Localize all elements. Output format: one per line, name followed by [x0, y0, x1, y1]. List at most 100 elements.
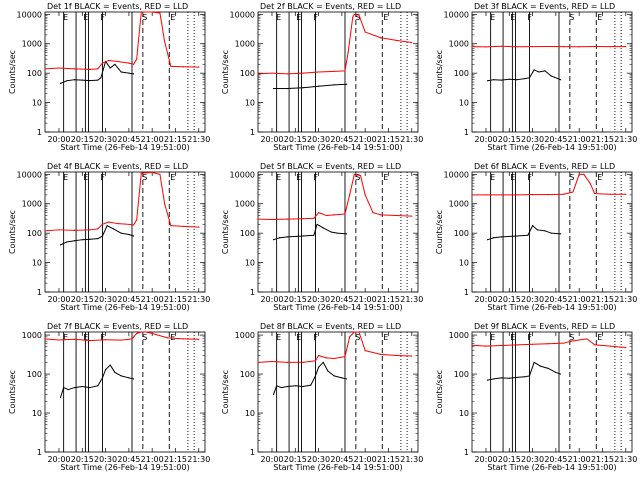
y-tick-label: 10000 [444, 170, 469, 179]
series-lld-segment [344, 194, 351, 215]
series-lld-segment [164, 41, 172, 67]
y-tick-label: 1000 [235, 200, 255, 209]
series-lld-segment [365, 31, 381, 39]
marker-label: F [313, 13, 318, 22]
y-tick-label: 1 [250, 448, 255, 457]
series-events-segment [310, 375, 316, 386]
y-tick-label: 1000 [449, 331, 469, 340]
plot-frame [257, 11, 419, 133]
series-lld-segment [572, 174, 580, 193]
y-axis-label: Counts/sec [221, 50, 230, 94]
panel-det-9: Det 9f BLACK = Events, RED = LLD 1 10 100 10… [435, 322, 637, 472]
marker-label: S [142, 173, 147, 182]
series-events-point [132, 235, 135, 237]
series-events-segment [113, 228, 122, 234]
series-lld-segment [271, 72, 288, 75]
series-lld-segment [396, 214, 412, 217]
marker-label: E [383, 13, 388, 22]
marker-label: E [383, 173, 388, 182]
series-events-segment [120, 375, 130, 379]
marker-label: E [490, 333, 495, 342]
series-lld-segment [136, 173, 142, 221]
marker-label: F [100, 13, 105, 22]
y-tick-label: 10 [32, 99, 42, 108]
marker-label: S [569, 333, 574, 342]
series-lld-segment [334, 213, 346, 216]
x-tick-label: 21:30 [187, 135, 210, 144]
series-events-segment [487, 79, 494, 82]
series-lld-segment [318, 212, 327, 216]
series-lld-segment [74, 338, 91, 342]
y-axis-label: Counts/sec [8, 370, 17, 414]
y-tick-label: 10 [459, 409, 469, 418]
series-lld-segment [131, 333, 138, 340]
series-events-segment [121, 232, 129, 236]
series-events-segment [100, 61, 107, 78]
y-axis-label: Counts/sec [221, 210, 230, 254]
series-events-segment [60, 241, 67, 246]
x-tick-label: 20:00 [260, 135, 283, 144]
y-tick-label: 1 [250, 288, 255, 297]
y-tick-label: 1000 [449, 40, 469, 49]
x-tick-label: 20:45 [117, 135, 140, 144]
series-lld-segment [117, 223, 129, 225]
y-tick-label: 10 [245, 259, 255, 268]
series-events-segment [501, 78, 510, 81]
x-tick-label: 21:15 [377, 455, 400, 464]
y-tick-label: 100 [27, 370, 42, 379]
series-lld-segment [364, 194, 374, 213]
x-axis-label: Start Time (26-Feb-14 19:51:00) [487, 303, 616, 312]
series-lld-segment [485, 345, 502, 347]
marker-label: E [510, 13, 515, 22]
series-lld-segment [159, 174, 166, 204]
series-lld-segment [145, 331, 153, 334]
series-events-segment [281, 385, 288, 389]
series-lld-segment [58, 229, 75, 231]
x-tick-label: 20:30 [94, 295, 117, 304]
series-lld-segment [349, 174, 355, 196]
panel-det-4: Det 4f BLACK = Events, RED = LLD 1 10 100 10… [8, 162, 210, 312]
series-events-segment [105, 364, 111, 370]
y-axis-label: Counts/sec [435, 210, 444, 254]
series-events-segment [333, 375, 343, 379]
y-tick-label: 10 [32, 409, 42, 418]
series-events-segment [487, 237, 494, 241]
y-tick-label: 1000 [22, 40, 42, 49]
series-events-point [132, 378, 135, 380]
series-events-segment [90, 238, 98, 240]
y-tick-label: 100 [454, 69, 469, 78]
x-tick-label: 21:15 [591, 135, 614, 144]
series-lld-segment [517, 343, 533, 346]
series-lld-segment [90, 339, 106, 342]
series-lld-segment [380, 37, 397, 41]
series-lld-segment [97, 62, 103, 70]
y-tick-label: 10000 [17, 170, 42, 179]
y-tick-label: 100 [454, 229, 469, 238]
marker-label: F [100, 333, 105, 342]
series-events-segment [279, 236, 288, 239]
marker-label: E [63, 173, 68, 182]
series-events-segment [66, 79, 75, 82]
marker-label: E [510, 173, 515, 182]
x-tick-label: 20:30 [521, 455, 544, 464]
series-events-segment [295, 385, 304, 387]
series-events-point [345, 83, 348, 85]
marker-label: E [597, 173, 602, 182]
series-lld-segment [89, 228, 98, 231]
series-lld-segment [532, 343, 549, 345]
series-lld-segment [563, 191, 574, 195]
plot-frame [471, 331, 633, 453]
plot-frame [257, 171, 419, 293]
y-tick-label: 10000 [17, 10, 42, 19]
series-events-segment [509, 376, 518, 379]
panel-title: Det 5f BLACK = Events, RED = LLD [260, 162, 401, 171]
series-lld-segment [380, 214, 397, 216]
marker-label: E [170, 333, 175, 342]
series-lld-segment [44, 229, 60, 232]
series-events-segment [337, 232, 347, 235]
x-tick-label: 20:30 [94, 455, 117, 464]
series-events-segment [544, 230, 552, 234]
x-tick-label: 20:45 [544, 135, 567, 144]
y-tick-label: 1000 [22, 200, 42, 209]
x-tick-label: 21:15 [164, 455, 187, 464]
